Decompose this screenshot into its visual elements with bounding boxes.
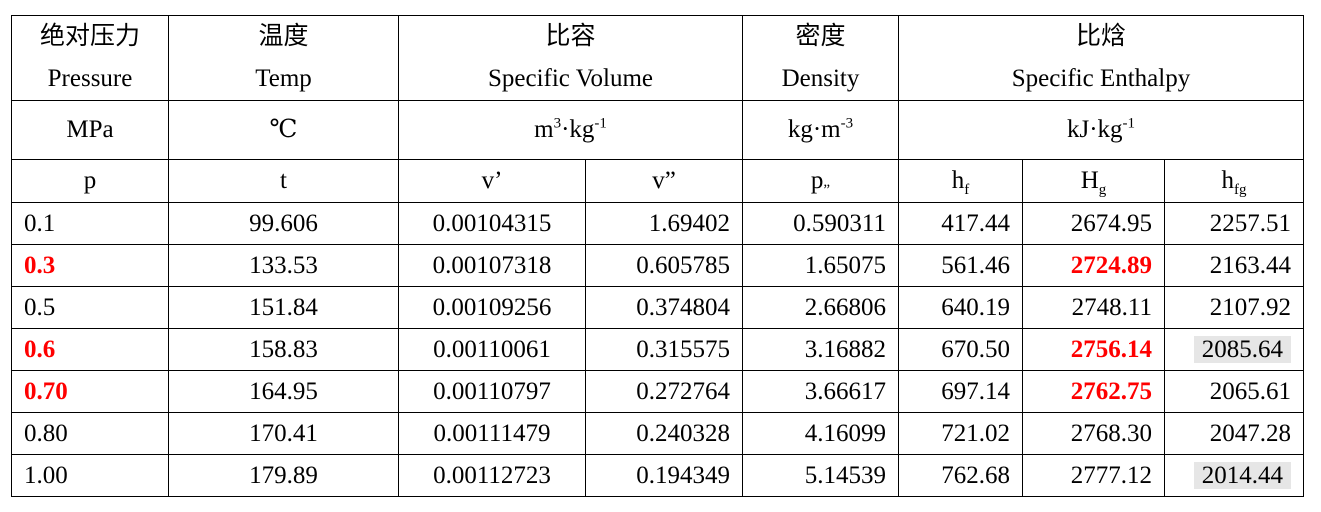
cell-v1: 0.00110797 [398, 370, 586, 413]
symbol-hfg: hfg [1164, 159, 1304, 203]
cell-v1: 0.00107318 [398, 244, 586, 287]
table-row: 1.00 179.89 0.00112723 0.194349 5.14539 … [11, 454, 1304, 497]
cell-p: 1.00 [11, 454, 169, 497]
cell-hf: 697.14 [898, 370, 1023, 413]
cell-v1: 0.00111479 [398, 412, 586, 455]
cell-p: 0.70 [11, 370, 169, 413]
table-row: 0.6 158.83 0.00110061 0.315575 3.16882 6… [11, 328, 1304, 371]
table-row: 0.1 99.606 0.00104315 1.69402 0.590311 4… [11, 202, 1304, 245]
header-pressure-zh: 绝对压力 [39, 23, 140, 50]
cell-hg: 2756.14 [1022, 328, 1165, 371]
highlighted-value: 2085.64 [1193, 335, 1291, 363]
table-row: 0.80 170.41 0.00111479 0.240328 4.16099 … [11, 412, 1304, 455]
unit-volume: m3·kg-1 [398, 100, 743, 160]
cell-hf: 417.44 [898, 202, 1023, 245]
cell-v1: 0.00110061 [398, 328, 586, 371]
steam-table: 绝对压力 Pressure 温度 Temp 比容 Specific Volume… [11, 15, 1304, 497]
header-enthalpy-en: Specific Enthalpy [1011, 65, 1191, 92]
header-temp-en: Temp [255, 65, 312, 92]
cell-rho: 4.16099 [742, 412, 899, 455]
symbol-rho: p” [742, 159, 899, 203]
header-row-symbols: p t v’ v” p” hf Hg hfg [11, 159, 1304, 203]
cell-rho: 3.16882 [742, 328, 899, 371]
symbol-hf: hf [898, 159, 1023, 203]
table-row: 0.70 164.95 0.00110797 0.272764 3.66617 … [11, 370, 1304, 413]
header-volume-zh: 比容 [545, 23, 596, 50]
header-row-units: MPa ℃ m3·kg-1 kg·m-3 kJ·kg-1 [11, 100, 1304, 160]
cell-hf: 721.02 [898, 412, 1023, 455]
cell-hg: 2724.89 [1022, 244, 1165, 287]
header-enthalpy: 比焓 Specific Enthalpy [898, 15, 1304, 101]
cell-hg: 2762.75 [1022, 370, 1165, 413]
cell-v2: 0.272764 [585, 370, 743, 413]
header-temp: 温度 Temp [168, 15, 399, 101]
cell-t: 133.53 [168, 244, 399, 287]
cell-rho: 3.66617 [742, 370, 899, 413]
cell-hfg: 2014.44 [1164, 454, 1304, 497]
cell-rho: 5.14539 [742, 454, 899, 497]
cell-v1: 0.00112723 [398, 454, 586, 497]
cell-v2: 0.605785 [585, 244, 743, 287]
symbol-v2: v” [585, 159, 743, 203]
cell-p: 0.5 [11, 286, 169, 329]
header-volume: 比容 Specific Volume [398, 15, 743, 101]
cell-hfg: 2257.51 [1164, 202, 1304, 245]
cell-rho: 2.66806 [742, 286, 899, 329]
symbol-v1: v’ [398, 159, 586, 203]
cell-hfg: 2085.64 [1164, 328, 1304, 371]
header-density-zh: 密度 [795, 23, 846, 50]
cell-hf: 670.50 [898, 328, 1023, 371]
cell-hg: 2748.11 [1022, 286, 1165, 329]
cell-hg: 2768.30 [1022, 412, 1165, 455]
cell-v1: 0.00109256 [398, 286, 586, 329]
cell-hg: 2674.95 [1022, 202, 1165, 245]
highlighted-value: 2014.44 [1193, 461, 1291, 489]
header-temp-zh: 温度 [258, 23, 309, 50]
cell-t: 170.41 [168, 412, 399, 455]
cell-hfg: 2107.92 [1164, 286, 1304, 329]
symbol-hg: Hg [1022, 159, 1165, 203]
cell-hfg: 2047.28 [1164, 412, 1304, 455]
symbol-t: t [168, 159, 399, 203]
cell-rho: 0.590311 [742, 202, 899, 245]
header-density: 密度 Density [742, 15, 899, 101]
unit-temp: ℃ [168, 100, 399, 160]
table-row: 0.3 133.53 0.00107318 0.605785 1.65075 5… [11, 244, 1304, 287]
unit-pressure: MPa [11, 100, 169, 160]
unit-density: kg·m-3 [742, 100, 899, 160]
cell-p: 0.80 [11, 412, 169, 455]
cell-p: 0.6 [11, 328, 169, 371]
cell-rho: 1.65075 [742, 244, 899, 287]
cell-hf: 640.19 [898, 286, 1023, 329]
cell-v1: 0.00104315 [398, 202, 586, 245]
cell-hg: 2777.12 [1022, 454, 1165, 497]
header-enthalpy-zh: 比焓 [1075, 23, 1126, 50]
cell-v2: 0.194349 [585, 454, 743, 497]
cell-t: 99.606 [168, 202, 399, 245]
unit-enthalpy: kJ·kg-1 [898, 100, 1304, 160]
cell-t: 164.95 [168, 370, 399, 413]
cell-v2: 1.69402 [585, 202, 743, 245]
header-row-names: 绝对压力 Pressure 温度 Temp 比容 Specific Volume… [11, 15, 1304, 101]
cell-p: 0.3 [11, 244, 169, 287]
cell-t: 158.83 [168, 328, 399, 371]
cell-v2: 0.374804 [585, 286, 743, 329]
header-pressure-en: Pressure [47, 65, 133, 92]
header-volume-en: Specific Volume [487, 65, 654, 92]
table-row: 0.5 151.84 0.00109256 0.374804 2.66806 6… [11, 286, 1304, 329]
cell-v2: 0.240328 [585, 412, 743, 455]
cell-hf: 762.68 [898, 454, 1023, 497]
cell-hfg: 2065.61 [1164, 370, 1304, 413]
cell-p: 0.1 [11, 202, 169, 245]
cell-v2: 0.315575 [585, 328, 743, 371]
header-density-en: Density [781, 65, 860, 92]
header-pressure: 绝对压力 Pressure [11, 15, 169, 101]
cell-hfg: 2163.44 [1164, 244, 1304, 287]
symbol-p: p [11, 159, 169, 203]
cell-t: 151.84 [168, 286, 399, 329]
cell-t: 179.89 [168, 454, 399, 497]
cell-hf: 561.46 [898, 244, 1023, 287]
